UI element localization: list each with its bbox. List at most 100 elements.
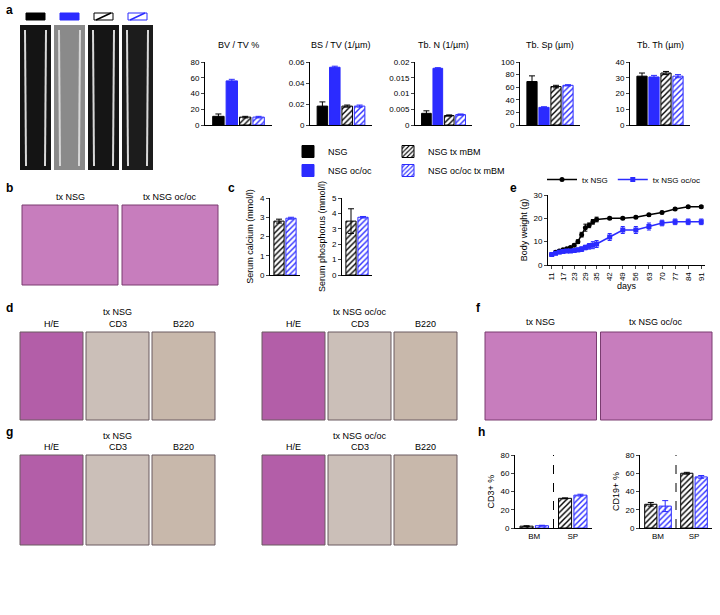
svg-text:tx NSG oc/oc: tx NSG oc/oc (143, 192, 197, 202)
svg-text:0.01: 0.01 (394, 89, 410, 98)
svg-text:2: 2 (332, 240, 337, 249)
svg-text:B220: B220 (415, 442, 436, 452)
svg-text:0.06: 0.06 (289, 58, 305, 67)
svg-text:NSG oc/oc tx mBM: NSG oc/oc tx mBM (428, 166, 505, 176)
svg-text:0: 0 (510, 121, 515, 130)
svg-text:NSG: NSG (328, 147, 348, 157)
svg-text:0.02: 0.02 (289, 100, 305, 109)
svg-text:0: 0 (300, 121, 305, 130)
svg-text:60: 60 (500, 469, 509, 478)
svg-text:SP: SP (689, 532, 700, 541)
svg-text:SP: SP (567, 532, 578, 541)
svg-text:0: 0 (505, 524, 510, 533)
svg-text:3: 3 (260, 213, 265, 222)
svg-text:BV / TV %: BV / TV % (218, 40, 259, 50)
svg-text:a: a (6, 3, 13, 17)
svg-text:H/E: H/E (44, 442, 59, 452)
svg-text:e: e (510, 181, 517, 195)
svg-text:Tb. Th (µm): Tb. Th (µm) (637, 40, 684, 50)
svg-text:0: 0 (620, 121, 625, 130)
svg-text:g: g (6, 425, 13, 439)
svg-text:BM: BM (652, 532, 664, 541)
svg-text:h: h (478, 425, 485, 439)
svg-text:20: 20 (190, 105, 199, 114)
svg-text:40: 40 (190, 89, 199, 98)
svg-text:80: 80 (190, 58, 199, 67)
svg-text:2: 2 (260, 232, 265, 241)
svg-text:0: 0 (405, 121, 410, 130)
svg-text:H/E: H/E (44, 319, 59, 329)
svg-text:tx NSG: tx NSG (582, 176, 608, 185)
svg-text:3: 3 (332, 225, 337, 234)
svg-text:42: 42 (605, 272, 614, 281)
svg-text:Serum calcium (mmol/l): Serum calcium (mmol/l) (245, 189, 255, 284)
svg-text:91: 91 (697, 272, 706, 281)
svg-text:84: 84 (684, 272, 693, 281)
svg-text:0: 0 (332, 271, 337, 280)
svg-text:B220: B220 (415, 319, 436, 329)
svg-text:CD19+ %: CD19+ % (611, 472, 621, 511)
svg-text:0: 0 (630, 524, 635, 533)
svg-text:H/E: H/E (286, 442, 301, 452)
svg-text:80: 80 (500, 451, 509, 460)
svg-text:tx NSG: tx NSG (103, 431, 132, 441)
svg-text:10: 10 (615, 105, 624, 114)
svg-text:80: 80 (505, 70, 514, 79)
svg-text:0.02: 0.02 (394, 58, 410, 67)
svg-text:0: 0 (260, 271, 265, 280)
svg-text:20: 20 (615, 89, 624, 98)
svg-text:0.005: 0.005 (389, 105, 410, 114)
svg-text:60: 60 (625, 469, 634, 478)
svg-text:Body weight (g): Body weight (g) (519, 199, 529, 262)
svg-text:CD3: CD3 (351, 442, 369, 452)
svg-text:H/E: H/E (286, 319, 301, 329)
svg-text:0: 0 (538, 261, 543, 270)
svg-text:11: 11 (547, 272, 556, 281)
svg-text:B220: B220 (173, 442, 194, 452)
svg-text:Serum phosphorus (mmol/l): Serum phosphorus (mmol/l) (317, 181, 327, 292)
svg-text:c: c (228, 181, 235, 195)
svg-text:CD3: CD3 (109, 442, 127, 452)
svg-text:tx NSG oc/oc: tx NSG oc/oc (333, 431, 387, 441)
svg-text:B220: B220 (173, 319, 194, 329)
svg-text:23: 23 (570, 272, 579, 281)
svg-text:Tb. Sp (µm): Tb. Sp (µm) (526, 40, 574, 50)
svg-text:4: 4 (260, 194, 265, 203)
svg-text:f: f (476, 301, 481, 315)
svg-text:NSG tx mBM: NSG tx mBM (428, 147, 481, 157)
svg-text:1: 1 (332, 255, 337, 264)
svg-text:1: 1 (260, 252, 265, 261)
svg-text:40: 40 (505, 96, 514, 105)
svg-text:29: 29 (581, 272, 590, 281)
svg-text:20: 20 (533, 214, 542, 223)
svg-text:0.015: 0.015 (389, 74, 410, 83)
svg-text:tx NSG oc/oc: tx NSG oc/oc (629, 317, 683, 327)
svg-text:35: 35 (592, 272, 601, 281)
svg-text:BM: BM (528, 532, 540, 541)
svg-text:10: 10 (533, 237, 542, 246)
svg-text:70: 70 (658, 272, 667, 281)
svg-text:30: 30 (533, 191, 542, 200)
svg-text:49: 49 (618, 272, 627, 281)
svg-text:40: 40 (625, 487, 634, 496)
svg-text:60: 60 (190, 74, 199, 83)
svg-text:NSG oc/oc: NSG oc/oc (328, 166, 372, 176)
svg-text:CD3+ %: CD3+ % (486, 475, 496, 509)
svg-text:100: 100 (501, 58, 515, 67)
svg-text:tx NSG: tx NSG (56, 192, 85, 202)
svg-text:tx NSG oc/oc: tx NSG oc/oc (333, 307, 387, 317)
svg-text:56: 56 (631, 272, 640, 281)
svg-text:0: 0 (195, 121, 200, 130)
svg-text:Tb. N (1/µm): Tb. N (1/µm) (418, 40, 469, 50)
svg-text:40: 40 (615, 58, 624, 67)
svg-text:tx NSG: tx NSG (526, 317, 555, 327)
svg-text:40: 40 (500, 487, 509, 496)
svg-text:5: 5 (332, 194, 337, 203)
svg-text:63: 63 (645, 272, 654, 281)
svg-text:b: b (6, 181, 13, 195)
svg-text:20: 20 (505, 108, 514, 117)
svg-text:days: days (617, 281, 637, 291)
svg-text:17: 17 (559, 272, 568, 281)
svg-text:tx NSG oc/oc: tx NSG oc/oc (653, 176, 700, 185)
svg-text:CD3: CD3 (109, 319, 127, 329)
